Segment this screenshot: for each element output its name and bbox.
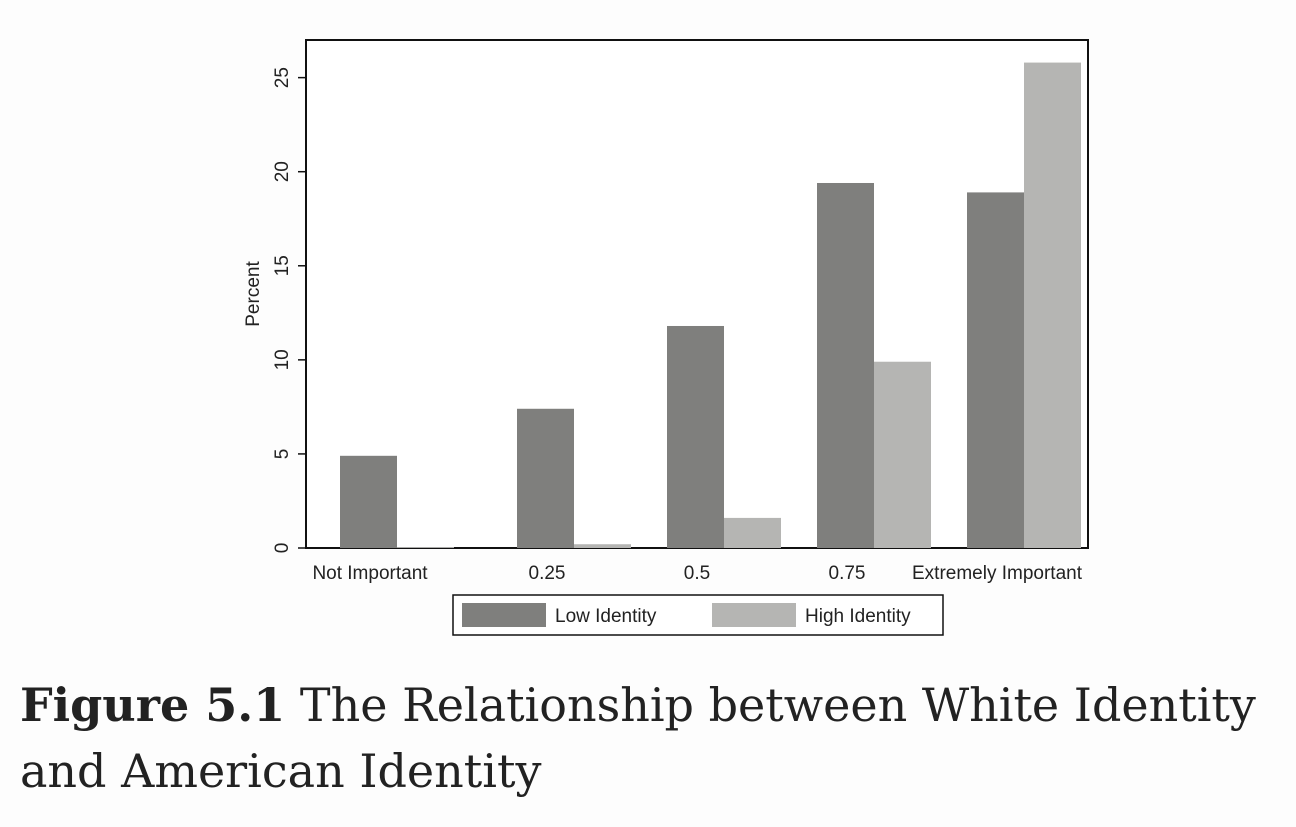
legend-swatch	[462, 603, 546, 627]
bar-high-identity	[874, 361, 931, 548]
bar-high-identity	[397, 547, 454, 548]
bar-low-identity	[817, 182, 874, 548]
bar-low-identity	[517, 408, 574, 548]
x-tick-label: Extremely Important	[912, 563, 1083, 584]
bar-high-identity	[1024, 62, 1081, 548]
y-tick-label: 20	[272, 161, 293, 182]
y-tick-label: 0	[272, 543, 293, 554]
y-tick-label: 25	[272, 67, 293, 88]
bar-high-identity	[724, 517, 781, 548]
x-tick-label: 0.75	[829, 563, 866, 584]
y-axis-label: Percent	[243, 261, 264, 327]
x-tick-label: 0.25	[529, 563, 566, 584]
figure-label: Figure 5.1	[20, 678, 286, 732]
bar-high-identity	[574, 544, 631, 548]
bar-low-identity	[667, 325, 724, 548]
bar-low-identity	[340, 455, 397, 548]
x-tick-label: 0.5	[684, 563, 710, 584]
bar-chart: 0 5 10 15 20 25 Percent Not Important 0.25 0.5 0.7…	[243, 39, 1089, 636]
figure-title: The Relationship between White Identity …	[20, 678, 1256, 798]
y-tick-label: 10	[272, 349, 293, 370]
x-tick-label: Not Important	[312, 563, 428, 584]
y-tick-label: 15	[272, 255, 293, 276]
legend-label: Low Identity	[555, 606, 657, 627]
figure-caption: Figure 5.1 The Relationship between Whit…	[20, 672, 1290, 804]
legend-label: High Identity	[805, 606, 911, 627]
legend-box	[452, 594, 944, 636]
legend-swatch	[712, 603, 796, 627]
y-tick-label: 5	[272, 449, 293, 460]
bar-low-identity	[967, 192, 1024, 548]
